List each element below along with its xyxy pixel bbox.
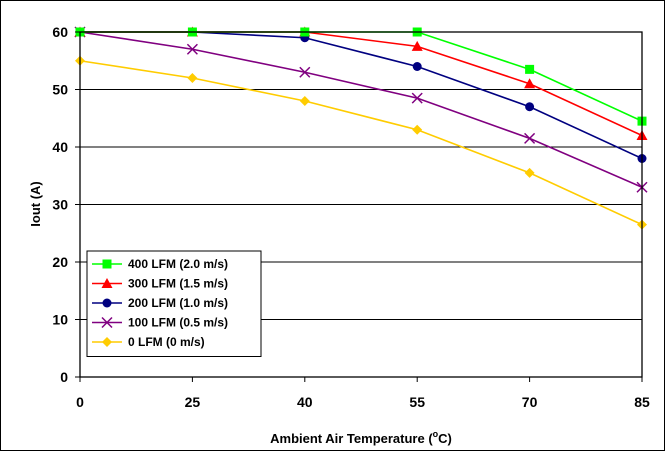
data-point-4-3 [412, 124, 423, 135]
y-tick-label-5: 50 [52, 82, 68, 98]
x-axis-ticks: 0 25 40 55 70 85 [76, 377, 650, 410]
data-point-4-2 [299, 96, 310, 106]
x-tick-label-4: 70 [522, 394, 538, 410]
legend-label-1: 300 LFM (1.5 m/s) [128, 277, 228, 291]
y-axis-title: Iout (A) [28, 181, 43, 226]
legend-entry-0: 400 LFM (2.0 m/s) [92, 257, 228, 271]
data-point-2-3 [412, 62, 422, 71]
data-point-3-2 [299, 66, 311, 78]
legend-label-2: 200 LFM (1.0 m/s) [128, 296, 228, 310]
y-tick-label-1: 10 [52, 312, 68, 328]
y-axis-ticks: 0 10 20 30 40 50 60 [52, 24, 80, 385]
y-tick-label-4: 40 [52, 139, 68, 155]
legend-entry-3: 100 LFM (0.5 m/s) [92, 316, 228, 330]
x-tick-label-3: 55 [409, 394, 425, 410]
x-tick-label-2: 40 [297, 394, 313, 410]
series-4 [75, 55, 647, 230]
data-point-4-1 [187, 73, 198, 83]
data-point-3-1 [186, 43, 198, 55]
data-point-4-4 [524, 167, 535, 178]
legend-marker-1 [101, 278, 113, 288]
y-tick-label-2: 20 [52, 254, 68, 270]
data-point-0-4 [525, 64, 535, 74]
x-tick-label-0: 0 [76, 394, 84, 410]
legend-label-3: 100 LFM (0.5 m/s) [128, 316, 228, 330]
legend-marker-3 [101, 316, 113, 329]
legend-entry-1: 300 LFM (1.5 m/s) [92, 277, 228, 291]
data-point-2-4 [525, 102, 535, 112]
x-axis-title: Ambient Air Temperature (oC) [270, 429, 452, 446]
legend-marker-4 [102, 337, 112, 347]
x-tick-label-5: 85 [634, 394, 650, 410]
data-point-1-4 [524, 78, 536, 89]
y-tick-label-0: 0 [60, 369, 68, 385]
legend-label-0: 400 LFM (2.0 m/s) [128, 257, 228, 271]
series-line-3 [79, 31, 643, 188]
data-point-3-4 [524, 132, 536, 144]
y-tick-label-3: 30 [52, 197, 68, 213]
y-tick-label-6: 60 [52, 24, 68, 40]
data-point-3-3 [411, 92, 423, 104]
series-line-4 [79, 59, 643, 226]
x-tick-label-1: 25 [185, 394, 201, 410]
legend: 400 LFM (2.0 m/s) 300 LFM (1.5 m/s) 200 LF… [86, 250, 262, 357]
legend-entry-2: 200 LFM (1.0 m/s) [92, 296, 228, 310]
data-point-1-3 [411, 40, 423, 51]
legend-label-4: 0 LFM (0 m/s) [128, 335, 205, 349]
legend-entry-4: 0 LFM (0 m/s) [92, 335, 205, 349]
legend-marker-0 [102, 259, 112, 269]
legend-marker-2 [102, 298, 112, 308]
